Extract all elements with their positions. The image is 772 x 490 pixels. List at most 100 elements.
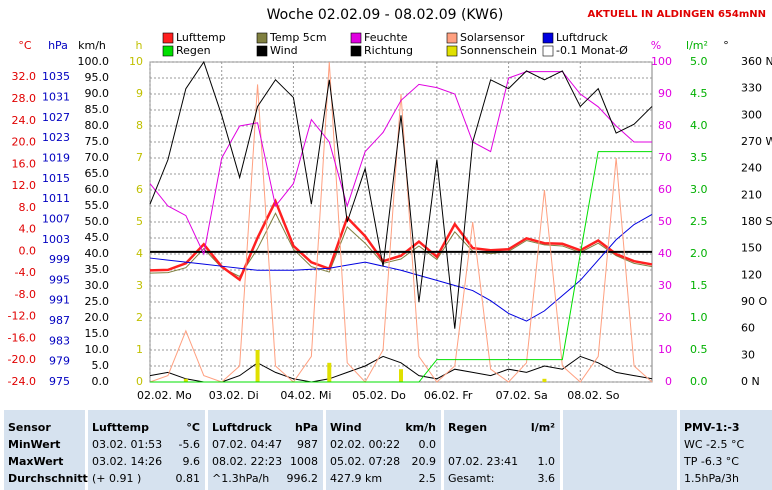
- stats-cell: 987: [297, 438, 318, 451]
- legend-swatch: [542, 32, 554, 44]
- y-tick-label: 1003: [42, 233, 70, 246]
- legend-swatch: [350, 45, 362, 57]
- y-tick-label: 1035: [42, 70, 70, 83]
- y-tick-label: 270 W: [741, 135, 772, 148]
- y-tick-label: 4.0: [690, 119, 708, 132]
- stats-cell: Durchschnitt: [8, 472, 88, 485]
- y-tick-label: 1007: [42, 212, 70, 225]
- y-tick-label: 50: [658, 215, 672, 228]
- axis-unit: l/m²: [686, 39, 708, 52]
- y-tick-label: 1015: [42, 172, 70, 185]
- y-tick-label: 150: [741, 242, 762, 255]
- sunshine-bar: [255, 350, 260, 382]
- y-tick-label: 60: [658, 183, 672, 196]
- y-tick-label: 0 N: [741, 375, 760, 388]
- y-tick-label: 0: [665, 375, 672, 388]
- y-tick-label: 100: [651, 55, 672, 68]
- legend-label: Regen: [176, 44, 211, 57]
- axis-unit: %: [651, 39, 661, 52]
- series-line: [149, 71, 652, 256]
- y-tick-label: -20.0: [8, 353, 36, 366]
- y-tick-label: 7: [136, 151, 143, 164]
- y-tick-label: 30.0: [85, 279, 110, 292]
- y-tick-label: 991: [49, 294, 70, 307]
- stats-cell: 427.9 km: [330, 472, 382, 485]
- stats-panel: [563, 410, 677, 490]
- x-tick-label: 07.02. Sa: [496, 389, 548, 402]
- y-tick-label: 30: [741, 348, 755, 361]
- stats-cell: 1.5hPa/3h: [684, 472, 739, 485]
- y-tick-label: 16.0: [12, 157, 37, 170]
- y-tick-label: 95.0: [85, 71, 110, 84]
- series-line: [150, 151, 652, 383]
- y-tick-label: 45.0: [85, 231, 110, 244]
- stats-cell: 07.02. 23:41: [448, 455, 518, 468]
- legend-label: Sonnenschein: [460, 44, 537, 57]
- y-tick-label: 20.0: [85, 311, 110, 324]
- legend-swatch: [446, 32, 458, 44]
- legend-swatch: [162, 45, 174, 57]
- y-tick-label: 50.0: [85, 215, 110, 228]
- stats-cell: 02.02. 00:22: [330, 438, 400, 451]
- y-tick-label: 979: [49, 355, 70, 368]
- x-tick-label: 05.02. Do: [352, 389, 406, 402]
- sunshine-bar: [327, 362, 332, 382]
- stats-cell: 9.6: [183, 455, 201, 468]
- y-tick-label: 1019: [42, 152, 70, 165]
- y-tick-label: 0.0: [19, 244, 37, 257]
- y-tick-label: 3: [136, 279, 143, 292]
- stats-panel: [444, 410, 560, 490]
- stats-cell: 20.9: [412, 455, 437, 468]
- legend-label: Richtung: [364, 44, 413, 57]
- stats-cell: TP -6.3 °C: [683, 455, 739, 468]
- y-tick-label: 0: [136, 375, 143, 388]
- y-tick-label: 55.0: [85, 199, 110, 212]
- stats-cell: WC -2.5 °C: [684, 438, 745, 451]
- legend-label: Feuchte: [364, 31, 408, 44]
- y-tick-label: 995: [49, 273, 70, 286]
- y-tick-label: 1011: [42, 192, 70, 205]
- legend-label: -0.1 Monat-Ø: [556, 44, 628, 57]
- y-tick-label: 5.0: [92, 359, 110, 372]
- stats-cell: 07.02. 04:47: [212, 438, 282, 451]
- axis-unit: km/h: [78, 39, 106, 52]
- stats-panel: [208, 410, 323, 490]
- y-tick-label: 2: [136, 311, 143, 324]
- y-tick-label: 5.0: [690, 55, 708, 68]
- stats-cell: 2.5: [419, 472, 437, 485]
- chart-title: Woche 02.02.09 - 08.02.09 (KW6): [267, 7, 504, 23]
- axis-unit: °C: [18, 39, 32, 52]
- y-tick-label: 70.0: [85, 151, 110, 164]
- y-tick-label: 975: [49, 375, 70, 388]
- y-tick-label: 330: [741, 82, 762, 95]
- y-tick-label: 85.0: [85, 103, 110, 116]
- y-tick-label: 30: [658, 279, 672, 292]
- y-tick-label: 35.0: [85, 263, 110, 276]
- series-line: [149, 60, 653, 329]
- y-tick-label: 70: [658, 151, 672, 164]
- y-tick-label: 180 S: [741, 215, 772, 228]
- y-tick-label: -8.0: [15, 288, 36, 301]
- stats-cell: MinWert: [8, 438, 60, 451]
- plot-area: [149, 61, 653, 383]
- y-tick-label: 120: [741, 268, 762, 281]
- axis-unit: hPa: [48, 39, 68, 52]
- axis-unit: h: [136, 39, 143, 52]
- stats-panel: [326, 410, 441, 490]
- stats-cell: 1.0: [538, 455, 556, 468]
- y-tick-label: 12.0: [12, 179, 37, 192]
- stats-panel: [88, 410, 205, 490]
- y-tick-label: 28.0: [12, 92, 37, 105]
- stats-title: Lufttemp: [92, 421, 149, 434]
- y-tick-label: -24.0: [8, 375, 36, 388]
- legend-label: Lufttemp: [176, 31, 226, 44]
- y-tick-label: 983: [49, 334, 70, 347]
- y-tick-label: 60.0: [85, 183, 110, 196]
- legend-swatch: [350, 32, 362, 44]
- y-tick-label: 2.0: [690, 247, 708, 260]
- y-tick-label: 60: [741, 322, 755, 335]
- y-tick-label: 240: [741, 162, 762, 175]
- stats-cell: 05.02. 07:28: [330, 455, 400, 468]
- y-tick-label: 1031: [42, 91, 70, 104]
- y-tick-label: -12.0: [8, 310, 36, 323]
